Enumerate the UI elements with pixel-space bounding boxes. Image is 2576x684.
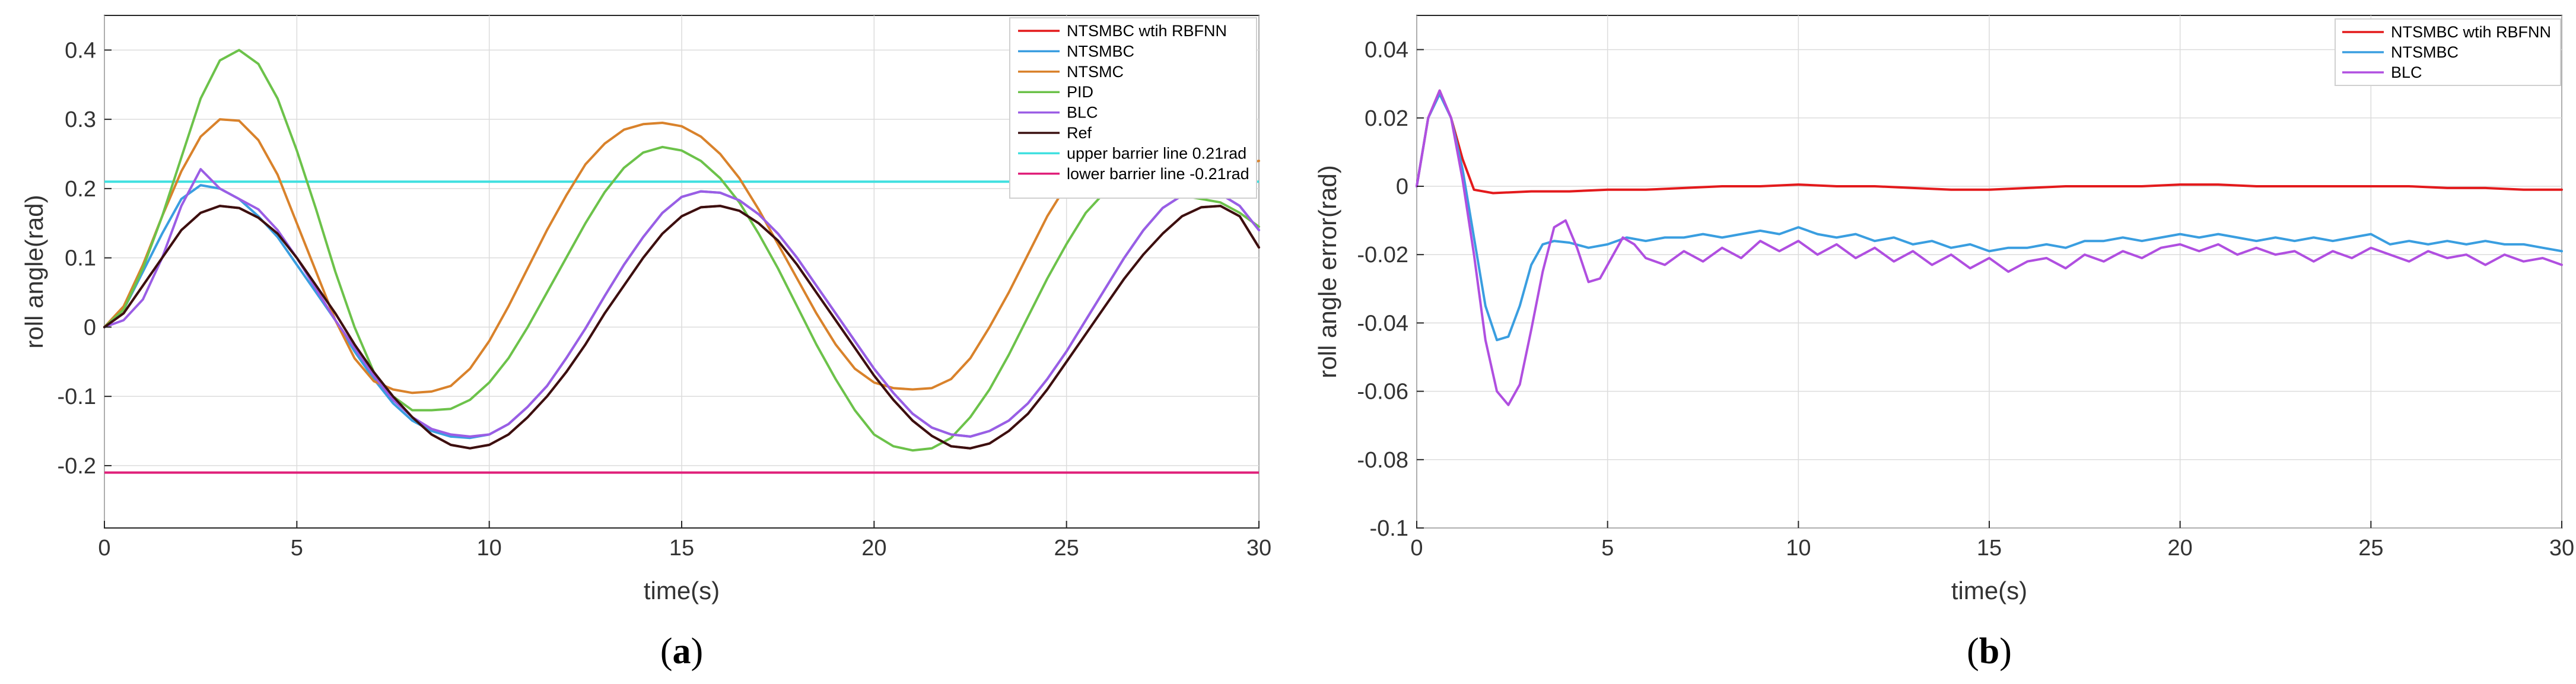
chart-a-legend-label: NTSMBC wtih RBFNN — [1067, 22, 1227, 40]
chart-a-ytick-label: -0.2 — [58, 454, 96, 479]
chart-a-legend-label: PID — [1067, 83, 1093, 101]
chart-b: 0 5 10 15 20 25 30 -0.1 -0.08 -0.06 -0.04 -0.02 0 0.0… — [1314, 15, 2574, 672]
chart-a-caption: (a) — [660, 631, 703, 672]
chart-b-xtick-label: 0 — [1410, 536, 1423, 561]
chart-a-xlabel: time(s) — [644, 577, 720, 605]
chart-b-series-blc — [1416, 89, 2563, 406]
chart-a-ticks: 0 5 10 15 20 25 30 -0.2 -0.1 0 0.1 0.2 0.3 0.4 — [58, 38, 1272, 561]
chart-b-xtick-label: 20 — [2168, 536, 2193, 561]
chart-a-xtick-label: 25 — [1054, 536, 1079, 561]
chart-b-ytick-label: 0.02 — [1365, 106, 1408, 131]
chart-a-xtick-label: 20 — [861, 536, 886, 561]
chart-a-legend-label: BLC — [1067, 104, 1098, 122]
chart-b-legend-label: NTSMBC — [2391, 43, 2459, 61]
chart-a-ytick-label: -0.1 — [58, 384, 96, 409]
chart-b-series-ntsmbc-wtih-rbfnn — [1416, 89, 2563, 195]
chart-a-grid — [104, 15, 1260, 528]
chart-a-ytick-label: 0.1 — [65, 246, 96, 271]
chart-a-xtick-label: 10 — [477, 536, 502, 561]
chart-a-legend-label: upper barrier line 0.21rad — [1067, 144, 1246, 162]
chart-b-ytick-label: 0 — [1396, 174, 1408, 199]
chart-b-panel-letter: b — [1979, 631, 1999, 672]
chart-b-legend-label: NTSMBC wtih RBFNN — [2391, 23, 2551, 41]
chart-b-ytick-label: -0.04 — [1357, 311, 1408, 336]
chart-b-ytick-label: -0.1 — [1370, 516, 1408, 541]
chart-a-legend-label: NTSMBC — [1067, 42, 1134, 60]
chart-b-ytick-label: -0.02 — [1357, 243, 1408, 268]
chart-a-ylabel: roll angle(rad) — [20, 195, 48, 348]
chart-b-xtick-label: 10 — [1786, 536, 1811, 561]
chart-b-ytick-label: -0.06 — [1357, 380, 1408, 405]
chart-a-legend-label: lower barrier line -0.21rad — [1067, 165, 1249, 183]
chart-a-xtick-label: 0 — [98, 536, 110, 561]
chart-b-legend-label: BLC — [2391, 63, 2422, 81]
chart-a-xtick-label: 5 — [291, 536, 303, 561]
chart-b-xtick-label: 15 — [1977, 536, 2002, 561]
chart-b-series — [1416, 89, 2563, 406]
chart-b-caption: (b) — [1967, 631, 2012, 672]
chart-a-legend-label: Ref — [1067, 124, 1092, 142]
chart-a-xtick-label: 30 — [1246, 536, 1271, 561]
chart-a: 0 5 10 15 20 25 30 -0.2 -0.1 0 0.1 0.2 0.3 0.4 time(s… — [20, 15, 1271, 672]
chart-a-legend-label: NTSMC — [1067, 63, 1124, 81]
chart-a-series-pid — [103, 49, 1260, 452]
chart-b-ytick-label: 0.04 — [1365, 38, 1408, 63]
chart-b-ylabel: roll angle error(rad) — [1314, 165, 1341, 378]
chart-a-ytick-label: 0.4 — [65, 38, 96, 63]
chart-a-ytick-label: 0 — [84, 315, 96, 340]
chart-b-xtick-label: 25 — [2358, 536, 2383, 561]
chart-b-legend: NTSMBC wtih RBFNN NTSMBC BLC — [2335, 18, 2561, 86]
chart-b-ticks: 0 5 10 15 20 25 30 -0.1 -0.08 -0.06 -0.04 -0.02 0 0.0… — [1357, 38, 2574, 561]
chart-a-series-ref — [103, 205, 1260, 450]
chart-a-legend-box — [1009, 17, 1257, 199]
chart-a-panel-letter: a — [673, 631, 691, 672]
chart-b-series-ntsmbc — [1416, 93, 2563, 342]
chart-b-xlabel: time(s) — [1951, 577, 2027, 605]
chart-b-ytick-label: -0.08 — [1357, 448, 1408, 473]
chart-a-ytick-label: 0.2 — [65, 177, 96, 202]
chart-a-xtick-label: 15 — [669, 536, 694, 561]
chart-a-legend: NTSMBC wtih RBFNN NTSMBC NTSMC PID BLC Ref upp… — [1009, 17, 1257, 199]
chart-a-ytick-label: 0.3 — [65, 107, 96, 132]
chart-b-xtick-label: 5 — [1601, 536, 1614, 561]
chart-b-xtick-label: 30 — [2549, 536, 2574, 561]
